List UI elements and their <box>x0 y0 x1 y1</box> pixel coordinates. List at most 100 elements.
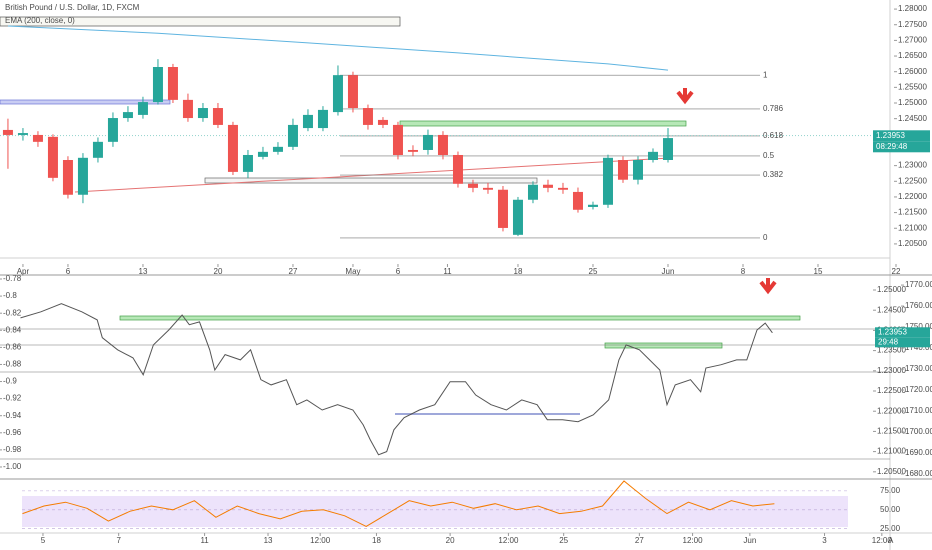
y-tick-label: 1680.00 <box>905 469 932 478</box>
candle-body <box>647 151 658 160</box>
candle-body <box>662 138 673 160</box>
fib-label: 0.786 <box>763 104 784 113</box>
x-tick-label: 25 <box>559 536 568 545</box>
y-tick-label: 1.21000 <box>877 447 906 456</box>
x-tick-label: 13 <box>264 536 273 545</box>
y-tick-label: 1.23500 <box>877 346 906 355</box>
rsi-band <box>22 496 848 527</box>
x-tick-label: 12:00 <box>310 536 331 545</box>
rsi-line <box>22 480 775 527</box>
x-tick-label: Apr <box>17 267 30 276</box>
candle-body <box>2 129 13 135</box>
y-tick-label: 1.28000 <box>898 4 927 13</box>
y-tick-label: -0.88 <box>3 360 22 369</box>
x-tick-label: 18 <box>514 267 523 276</box>
candle-body <box>617 159 628 180</box>
fib-label: 0.618 <box>763 131 784 140</box>
candle-body <box>17 133 28 135</box>
last-price-tag: 1.23953 <box>878 327 907 336</box>
candle-body <box>32 134 43 142</box>
x-tick-label: 12:00 <box>498 536 519 545</box>
x-tick-label: 22 <box>892 267 901 276</box>
zone <box>204 177 538 184</box>
y-tick-label: 1.22000 <box>877 406 906 415</box>
candle-body <box>557 187 568 190</box>
y-tick-label: 75.00 <box>880 486 901 495</box>
last-price-tag: 1.23953 <box>876 131 905 140</box>
zone <box>119 315 801 321</box>
x-tick-label: May <box>345 267 360 276</box>
chart-title: British Pound / U.S. Dollar, 1D, FXCM <box>5 3 140 12</box>
candle-body <box>392 124 403 155</box>
y-tick-label: 1.27500 <box>898 20 927 29</box>
y-tick-label: 1.22000 <box>898 192 927 201</box>
candle-body <box>572 191 583 210</box>
y-tick-label: -0.8 <box>3 291 17 300</box>
price-line <box>20 303 773 456</box>
zone <box>399 120 687 127</box>
fib-label: 1 <box>763 70 768 79</box>
y-tick-label: 1720.00 <box>905 385 932 394</box>
y-tick-label: 1.20500 <box>877 467 906 476</box>
indicator-label: EMA (200, close, 0) <box>5 16 75 25</box>
y-tick-label: 1.21500 <box>898 208 927 217</box>
x-tick-label: 8 <box>741 267 746 276</box>
candle-body <box>242 154 253 172</box>
y-tick-label: 1.20500 <box>898 239 927 248</box>
y-tick-label: 1.22500 <box>898 176 927 185</box>
y-tick-label: 1.25500 <box>898 82 927 91</box>
candle-body <box>362 108 373 125</box>
y-tick-label: 1690.00 <box>905 448 932 457</box>
y-tick-label: 1.26500 <box>898 51 927 60</box>
x-tick-label: 25 <box>589 267 598 276</box>
candle-body <box>542 184 553 188</box>
x-tick-label: 20 <box>214 267 223 276</box>
y-tick-label: -0.84 <box>3 325 22 334</box>
y-tick-label: 1.21500 <box>877 427 906 436</box>
candle-body <box>212 108 223 125</box>
y-tick-label: 1.25000 <box>898 98 927 107</box>
y-tick-label: -0.86 <box>3 342 22 351</box>
fib-label: 0 <box>763 233 768 242</box>
candle-body <box>377 119 388 125</box>
y-tick-label: -0.98 <box>3 445 22 454</box>
y-tick-label: 1770.00 <box>905 280 932 289</box>
candle-body <box>182 99 193 119</box>
candle-body <box>77 157 88 195</box>
last-price-tag-bg <box>873 130 930 142</box>
y-tick-label: 1.23000 <box>898 161 927 170</box>
ema-line <box>7 25 669 71</box>
arrow <box>676 88 694 105</box>
x-tick-label: 12:00 <box>872 536 893 545</box>
candle-body <box>272 146 283 152</box>
y-tick-label: 1760.00 <box>905 301 932 310</box>
candle-body <box>602 157 613 205</box>
candle-body <box>167 67 178 100</box>
candle-body <box>257 151 268 157</box>
x-tick-label: 13 <box>139 267 148 276</box>
candle-body <box>92 141 103 158</box>
scale-button[interactable]: A <box>888 536 894 545</box>
x-tick-label: Jun <box>662 267 675 276</box>
countdown-tag: 08:29:48 <box>876 142 908 151</box>
x-tick-label: 6 <box>396 267 401 276</box>
candle-body <box>317 109 328 129</box>
candle-body <box>227 124 238 172</box>
x-tick-label: 3 <box>822 536 827 545</box>
candle-body <box>422 134 433 150</box>
candle-body <box>467 183 478 188</box>
candle-body <box>152 67 163 103</box>
x-tick-label: 15 <box>814 267 823 276</box>
y-tick-label: 1740.00 <box>905 343 932 352</box>
x-tick-label: Jun <box>743 536 756 545</box>
x-tick-label: 27 <box>635 536 644 545</box>
y-tick-label: -0.94 <box>3 411 22 420</box>
x-tick-label: 5 <box>41 536 46 545</box>
x-tick-label: 11 <box>443 267 452 276</box>
y-tick-label: 1.25000 <box>877 285 906 294</box>
y-tick-label: 1700.00 <box>905 427 932 436</box>
x-tick-label: 27 <box>289 267 298 276</box>
y-tick-label: -0.78 <box>3 274 22 283</box>
y-tick-label: -0.82 <box>3 308 22 317</box>
candle-body <box>632 159 643 180</box>
